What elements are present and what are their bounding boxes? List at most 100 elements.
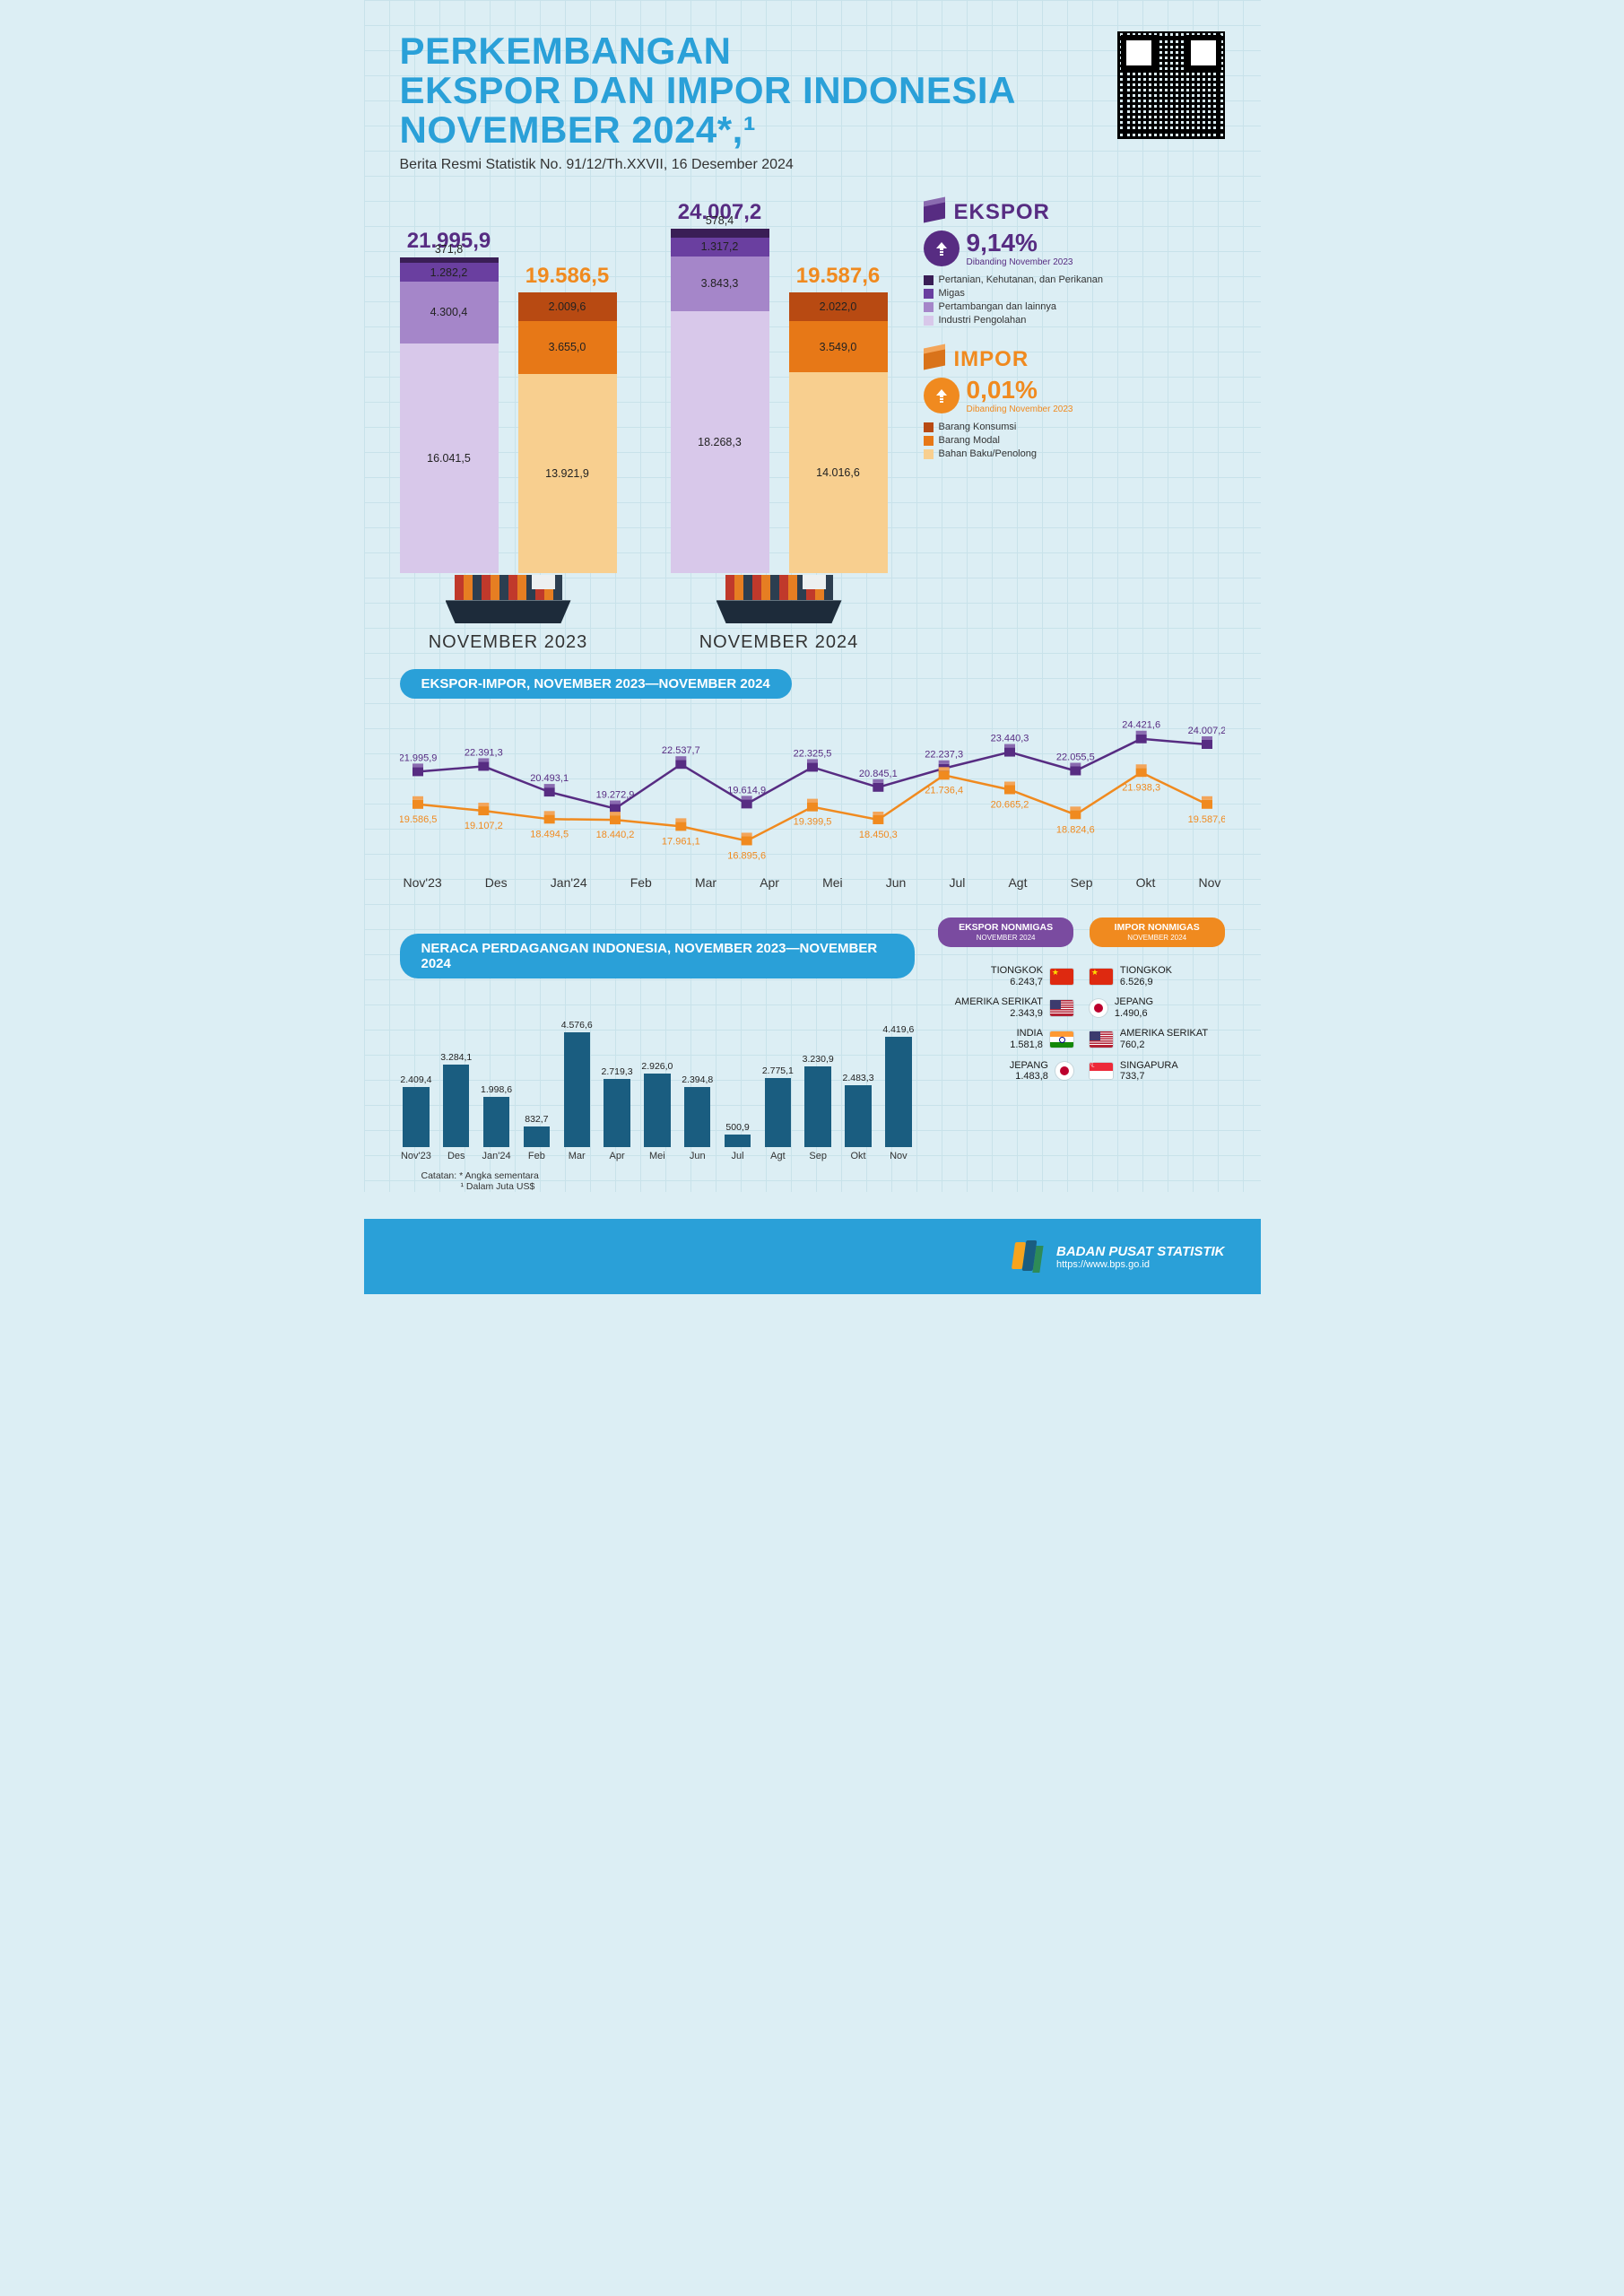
nm-ekspor-title: EKSPOR NONMIGAS bbox=[942, 923, 1070, 934]
bar-x-label: Mar bbox=[569, 1151, 586, 1161]
legend-item: Pertambangan dan lainnya bbox=[924, 301, 1166, 312]
stacked-section: 21.995,9371,81.282,24.300,416.041,519.58… bbox=[400, 200, 1225, 653]
country-value: 6.526,9 bbox=[1120, 977, 1172, 988]
segment: 13.921,9 bbox=[518, 374, 617, 574]
country-value: 2.343,9 bbox=[955, 1008, 1043, 1020]
qr-code bbox=[1117, 31, 1225, 139]
bar-group: 2.483,3Okt bbox=[842, 1073, 875, 1162]
bar-x-label: Nov'23 bbox=[401, 1151, 431, 1161]
year-group: 21.995,9371,81.282,24.300,416.041,519.58… bbox=[400, 229, 617, 653]
segment: 14.016,6 bbox=[789, 372, 888, 573]
arrow-up-icon bbox=[924, 378, 960, 413]
bar-group: 832,7Feb bbox=[520, 1114, 553, 1161]
nonmigas-ekspor-head: EKSPOR NONMIGAS NOVEMBER 2024 bbox=[938, 918, 1073, 947]
segment: 2.022,0 bbox=[789, 292, 888, 321]
bar-group: 2.409,4Nov'23 bbox=[400, 1074, 433, 1161]
neraca-barchart: 2.409,4Nov'233.284,1Des1.998,6Jan'24832,… bbox=[400, 1000, 916, 1161]
nonmigas-item: TIONGKOK6.526,9 bbox=[1090, 965, 1225, 987]
line-point-label: 18.494,5 bbox=[530, 830, 569, 840]
segment: 3.549,0 bbox=[789, 321, 888, 372]
ekspor-title: EKSPOR bbox=[954, 200, 1050, 225]
legend-swatch bbox=[924, 436, 934, 446]
legend-impor: Barang KonsumsiBarang ModalBahan Baku/Pe… bbox=[924, 422, 1166, 459]
bar-rect bbox=[443, 1065, 469, 1147]
line-marker bbox=[807, 760, 818, 772]
flag-icon bbox=[1090, 969, 1113, 985]
page-title: PERKEMBANGAN EKSPOR DAN IMPOR INDONESIA … bbox=[400, 31, 1225, 150]
x-label: Feb bbox=[630, 875, 652, 890]
bar-x-label: Mei bbox=[649, 1151, 665, 1161]
line-point-label: 16.895,6 bbox=[727, 851, 766, 862]
x-label: Jun bbox=[886, 875, 907, 890]
cube-icon-purple bbox=[924, 203, 945, 223]
year-label: NOVEMBER 2023 bbox=[429, 632, 588, 653]
segment: 2.009,6 bbox=[518, 292, 617, 321]
bar-rect bbox=[725, 1135, 751, 1147]
bar-group: 2.775,1 Agt bbox=[761, 1065, 795, 1162]
line-point-label: 18.450,3 bbox=[858, 830, 897, 840]
bar-value-label: 1.998,6 bbox=[481, 1084, 512, 1095]
segment: 1.282,2 bbox=[400, 263, 499, 282]
impor-head: IMPOR bbox=[924, 347, 1166, 372]
legend-ekspor: Pertanian, Kehutanan, dan PerikananMigas… bbox=[924, 274, 1166, 326]
line-point-label: 19.272,9 bbox=[595, 790, 634, 801]
neraca-title: NERACA PERDAGANGAN INDONESIA, NOVEMBER 2… bbox=[400, 934, 916, 978]
ekspor-pct-row: 9,14% Dibanding November 2023 bbox=[924, 229, 1166, 267]
impor-stack: 2.009,63.655,013.921,9 bbox=[518, 292, 617, 573]
segment-label: 18.268,3 bbox=[698, 436, 742, 448]
line-point-label: 20.665,2 bbox=[990, 800, 1029, 811]
bps-logo-icon bbox=[1008, 1239, 1044, 1274]
x-label: Nov'23 bbox=[404, 875, 442, 890]
bar-value-label: 2.719,3 bbox=[602, 1066, 633, 1077]
segment-label: 14.016,6 bbox=[816, 466, 860, 479]
legend-swatch bbox=[924, 275, 934, 285]
x-label: Mar bbox=[695, 875, 716, 890]
country-name: INDIA bbox=[1010, 1028, 1043, 1039]
x-label: Apr bbox=[760, 875, 779, 890]
line-marker bbox=[413, 764, 423, 777]
nonmigas-text: INDIA1.581,8 bbox=[1010, 1028, 1043, 1050]
x-label: Jul bbox=[949, 875, 965, 890]
bar-value-label: 4.576,6 bbox=[561, 1020, 593, 1031]
line-marker bbox=[1202, 736, 1212, 749]
line-point-label: 19.614,9 bbox=[727, 786, 766, 796]
bar-x-label: Sep bbox=[809, 1151, 827, 1161]
flag-icon bbox=[1090, 1031, 1113, 1048]
segment: 4.300,4 bbox=[400, 282, 499, 344]
title-line-3: NOVEMBER 2024*,¹ bbox=[400, 110, 1225, 150]
bar-x-label: Agt bbox=[770, 1151, 786, 1161]
line-point-label: 19.107,2 bbox=[464, 821, 502, 831]
line-marker bbox=[675, 757, 686, 770]
year-group: 24.007,2578,41.317,23.843,318.268,319.58… bbox=[671, 200, 888, 653]
catatan: Catatan: * Angka sementara ¹ Dalam Juta … bbox=[400, 1170, 916, 1192]
nonmigas-item: JEPANG1.490,6 bbox=[1090, 996, 1225, 1019]
nonmigas-item: SINGAPURA733,7 bbox=[1090, 1060, 1225, 1083]
segment: 16.041,5 bbox=[400, 344, 499, 574]
legend-label: Barang Modal bbox=[939, 435, 1001, 446]
line-marker bbox=[543, 784, 554, 796]
bar-value-label: 2.775,1 bbox=[762, 1065, 794, 1076]
x-label: Mei bbox=[822, 875, 843, 890]
legend-item: Barang Modal bbox=[924, 435, 1166, 446]
legend-item: Pertanian, Kehutanan, dan Perikanan bbox=[924, 274, 1166, 285]
line-point-label: 24.421,6 bbox=[1122, 720, 1160, 731]
country-value: 6.243,7 bbox=[991, 977, 1043, 988]
line-point-label: 20.493,1 bbox=[530, 773, 569, 784]
footer-org: BADAN PUSAT STATISTIK bbox=[1056, 1244, 1225, 1259]
line-marker bbox=[413, 796, 423, 809]
nonmigas-ekspor-col: TIONGKOK6.243,7AMERIKA SERIKAT2.343,9IND… bbox=[938, 956, 1073, 1091]
bar-rect bbox=[765, 1078, 791, 1148]
line-marker bbox=[938, 768, 949, 780]
bar-group: 2.926,0Mei bbox=[640, 1061, 673, 1161]
x-label: Nov bbox=[1199, 875, 1221, 890]
bar-group: 3.230,9Sep bbox=[802, 1054, 835, 1161]
x-label: Okt bbox=[1136, 875, 1156, 890]
ship-icon bbox=[446, 570, 571, 623]
nm-impor-title: IMPOR NONMIGAS bbox=[1093, 923, 1221, 934]
bar-rect bbox=[804, 1066, 830, 1147]
bar-x-label: Des bbox=[447, 1151, 465, 1161]
bar-x-label: Feb bbox=[528, 1151, 545, 1161]
segment-label: 371,8 bbox=[435, 243, 463, 256]
line-marker bbox=[610, 812, 621, 824]
arrow-up-icon bbox=[924, 230, 960, 266]
